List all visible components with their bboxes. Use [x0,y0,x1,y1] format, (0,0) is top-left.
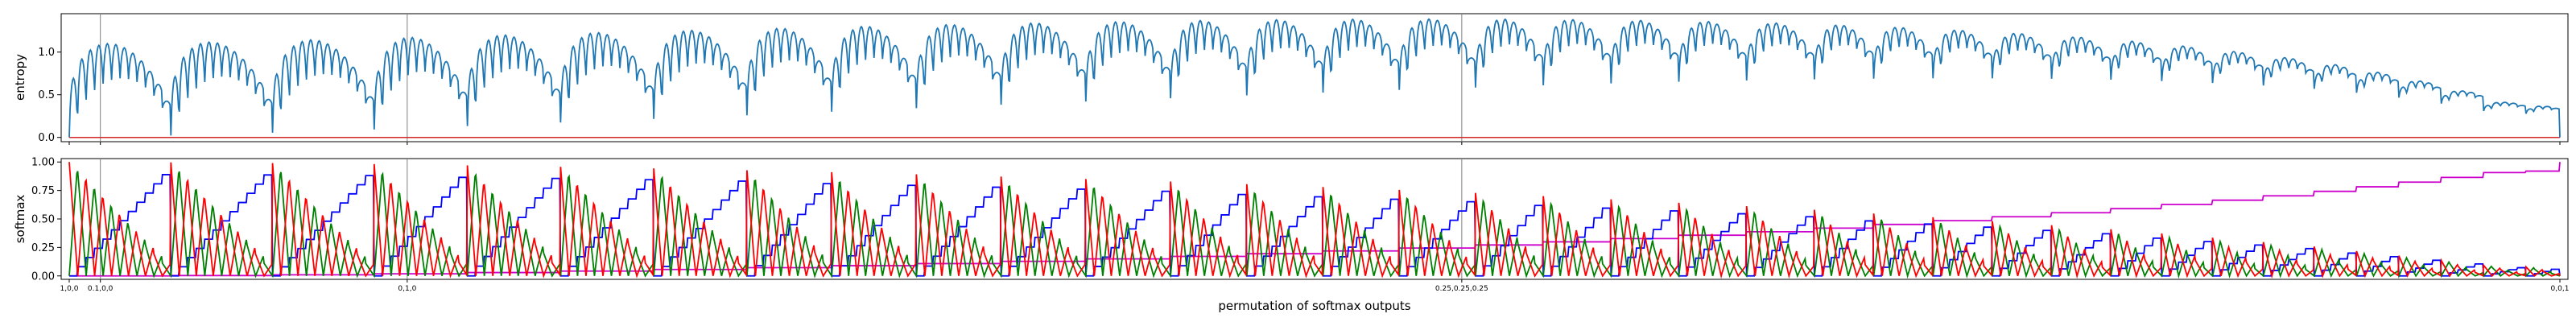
softmax-ytick-label: 0.25 [31,242,55,254]
softmax-xtick-label: 0.1,0,0 [88,285,114,293]
entropy-ylabel: entropy [13,54,27,101]
entropy-ytick-label: 1.0 [38,47,55,59]
entropy-ytick-label: 0.5 [38,89,55,101]
softmax-ytick-label: 0.50 [31,214,55,226]
softmax-axes: 0.00 0.25 0.50 0.75 1.00 1,0,0 0.1,0,0 0,1,0 0.… [13,157,2569,313]
softmax-xticks: 1,0,0 0.1,0,0 0,1,0 0.25,0.25,0.25 0,0,1 [60,279,2570,293]
entropy-axes: 0.0 0.5 1.0 entropy [13,13,2569,145]
entropy-line [68,18,2561,138]
entropy-yticks: 0.0 0.5 1.0 [38,47,2561,145]
softmax-ytick-label: 0.00 [31,270,55,283]
softmax-ytick-label: 0.75 [31,185,55,197]
softmax-xtick-label: 1,0,0 [60,285,79,293]
softmax-series-class-1 [68,162,2561,279]
entropy-ytick-label: 0.0 [38,132,55,144]
softmax-yticks: 0.00 0.25 0.50 0.75 1.00 [31,157,61,283]
softmax-series-class-2 [68,171,2561,279]
softmax-ylabel: softmax [13,195,27,244]
softmax-xtick-label: 0,0,1 [2551,285,2570,293]
entropy-vlines [100,14,1463,142]
softmax-series-class-3 [69,174,2561,277]
softmax-ytick-label: 1.00 [31,157,55,169]
softmax-xtick-label: 0.25,0.25,0.25 [1435,285,1488,293]
entropy-axes-frame [60,13,2569,142]
softmax-xtick-label: 0,1,0 [398,285,416,293]
x-axis-label: permutation of softmax outputs [1218,299,1410,313]
